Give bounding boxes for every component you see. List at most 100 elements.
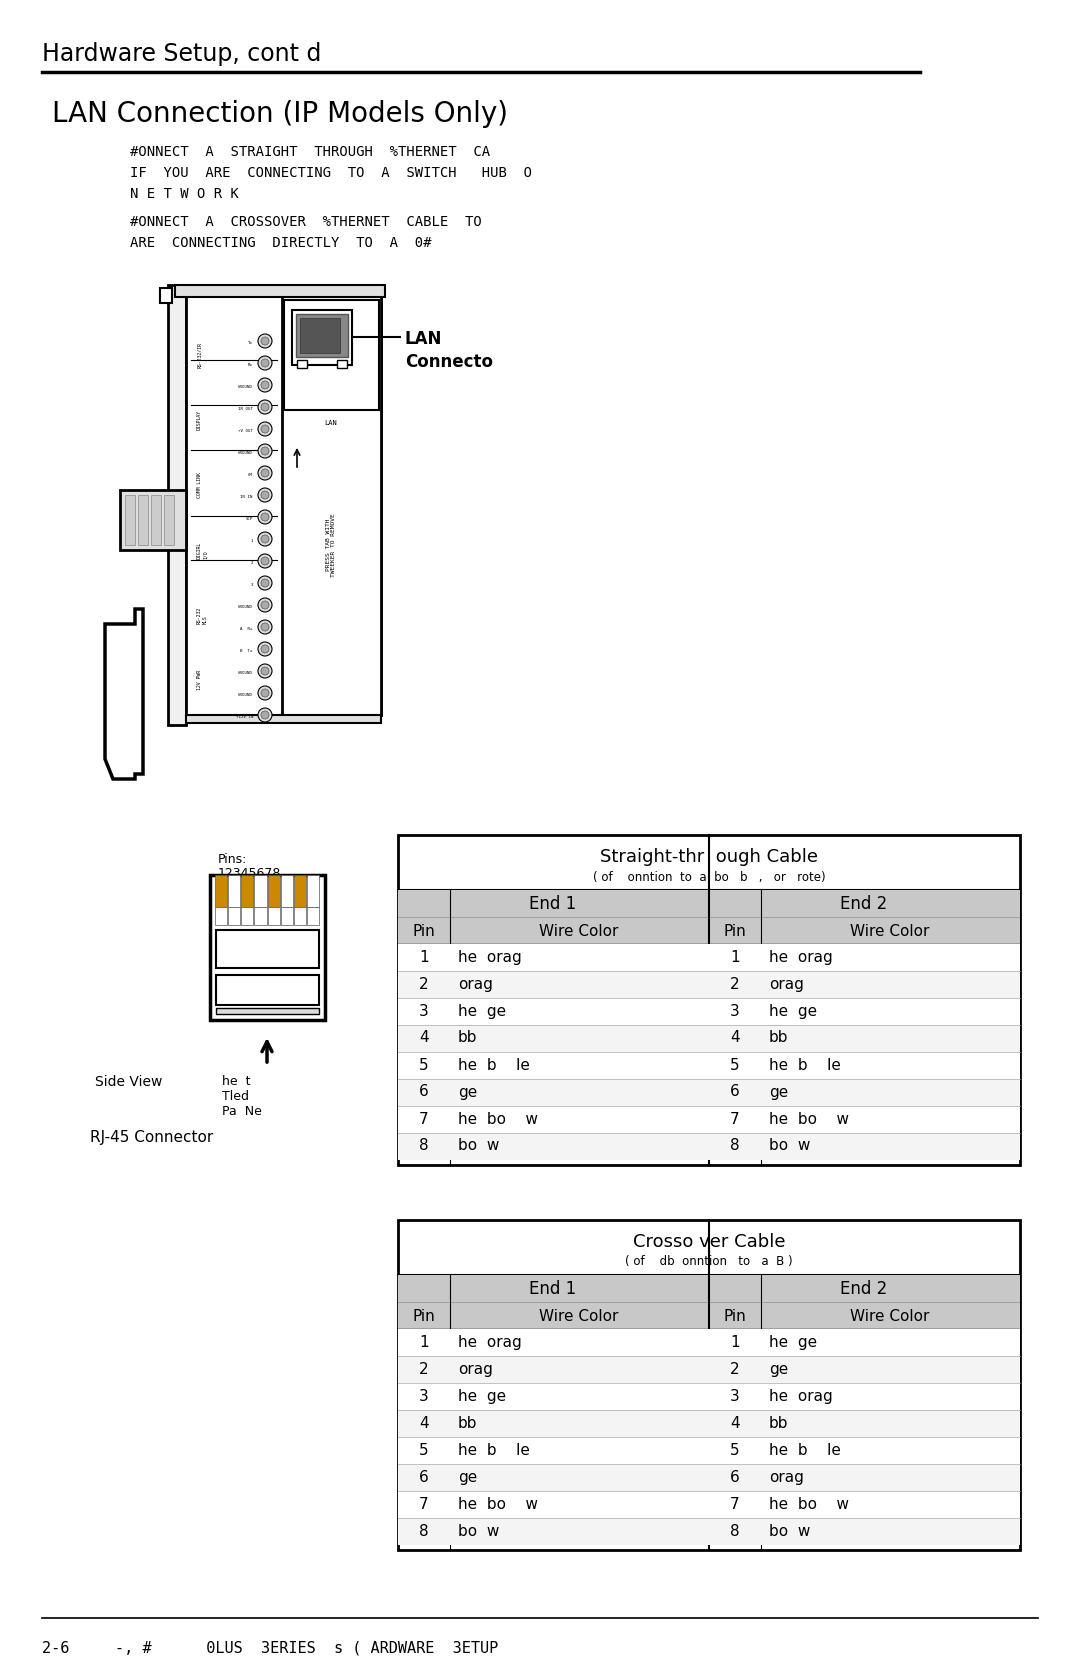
Circle shape xyxy=(258,708,272,723)
Bar xyxy=(708,1275,1020,1303)
Text: he  ge: he ge xyxy=(769,1003,818,1018)
Text: +12V IN: +12V IN xyxy=(235,714,253,719)
Text: End 1: End 1 xyxy=(529,1280,577,1298)
Text: he  b    le: he b le xyxy=(769,1442,841,1457)
Circle shape xyxy=(261,644,269,653)
Circle shape xyxy=(261,426,269,432)
Bar xyxy=(215,875,227,906)
Circle shape xyxy=(261,491,269,499)
Text: he  b    le: he b le xyxy=(458,1442,530,1457)
Bar xyxy=(216,975,319,1005)
Bar xyxy=(399,1107,1020,1133)
Text: he  b    le: he b le xyxy=(458,1058,530,1073)
Text: RS-232
MLS: RS-232 MLS xyxy=(197,606,207,624)
Text: 1: 1 xyxy=(419,1335,429,1350)
Text: Pin: Pin xyxy=(724,923,746,938)
Text: orag: orag xyxy=(458,1362,492,1377)
Text: 5: 5 xyxy=(419,1058,429,1073)
Bar xyxy=(307,875,319,906)
Text: Connecto: Connecto xyxy=(405,354,492,371)
Text: 6: 6 xyxy=(419,1085,429,1100)
Text: 7: 7 xyxy=(419,1112,429,1127)
Text: IR OUT: IR OUT xyxy=(238,407,253,411)
Text: Crosso ver Cable: Crosso ver Cable xyxy=(633,1233,785,1252)
Bar xyxy=(399,1220,1020,1551)
Text: ge: ge xyxy=(458,1085,477,1100)
Text: he  bo    w: he bo w xyxy=(458,1112,538,1127)
Circle shape xyxy=(258,444,272,457)
Text: DISPLAY: DISPLAY xyxy=(197,411,202,431)
Circle shape xyxy=(261,402,269,411)
Text: COMM LINK: COMM LINK xyxy=(197,472,202,497)
Bar xyxy=(168,285,186,724)
Text: 1: 1 xyxy=(730,1335,740,1350)
Circle shape xyxy=(261,711,269,719)
Text: bo  w: bo w xyxy=(458,1524,499,1539)
Text: 1: 1 xyxy=(419,950,429,965)
Circle shape xyxy=(258,511,272,524)
Text: Hardware Setup, cont d: Hardware Setup, cont d xyxy=(42,42,322,67)
Circle shape xyxy=(258,619,272,634)
Text: IF  YOU  ARE  CONNECTING  TO  A  SWITCH   HUB  O: IF YOU ARE CONNECTING TO A SWITCH HUB O xyxy=(130,165,532,180)
Text: Wire Color: Wire Color xyxy=(539,923,619,938)
Text: he  ge: he ge xyxy=(458,1003,507,1018)
Bar xyxy=(708,918,1020,945)
Text: ge: ge xyxy=(769,1362,788,1377)
Text: ge: ge xyxy=(458,1469,477,1484)
Text: 12V PWR: 12V PWR xyxy=(197,669,202,689)
Text: 4: 4 xyxy=(419,1415,429,1430)
Circle shape xyxy=(258,664,272,678)
Bar xyxy=(228,875,240,906)
Circle shape xyxy=(261,381,269,389)
Bar xyxy=(282,295,381,714)
Bar xyxy=(399,1437,1020,1464)
Text: ARE  CONNECTING  DIRECTLY  TO  A  0#: ARE CONNECTING DIRECTLY TO A 0# xyxy=(130,235,432,250)
Text: Tled: Tled xyxy=(222,1090,249,1103)
Polygon shape xyxy=(105,609,143,779)
Text: GROUND: GROUND xyxy=(238,671,253,674)
Text: GROUND: GROUND xyxy=(238,451,253,456)
Bar xyxy=(399,1025,1020,1051)
Text: Pin: Pin xyxy=(413,1308,435,1324)
Text: Pin: Pin xyxy=(413,923,435,938)
Bar xyxy=(268,906,280,925)
Bar xyxy=(399,1133,1020,1160)
Circle shape xyxy=(261,359,269,367)
Text: 7: 7 xyxy=(730,1497,740,1512)
Text: LAN: LAN xyxy=(325,421,337,426)
Text: CM: CM xyxy=(248,472,253,477)
Bar xyxy=(296,314,348,357)
Circle shape xyxy=(261,623,269,631)
Circle shape xyxy=(261,557,269,566)
Bar xyxy=(125,496,135,546)
Text: 7: 7 xyxy=(419,1497,429,1512)
Bar xyxy=(399,998,1020,1025)
Circle shape xyxy=(258,532,272,546)
Bar xyxy=(399,834,1020,1165)
Bar xyxy=(151,496,161,546)
Text: PRESS TAB WITH
TWEEKER TO REMOVE: PRESS TAB WITH TWEEKER TO REMOVE xyxy=(325,512,336,577)
Text: 2: 2 xyxy=(251,561,253,566)
Bar xyxy=(399,1329,1020,1355)
Bar xyxy=(160,289,172,304)
Text: End 1: End 1 xyxy=(529,895,577,913)
Text: orag: orag xyxy=(769,976,804,991)
Text: Wire Color: Wire Color xyxy=(539,1308,619,1324)
Bar xyxy=(294,875,306,906)
Text: Pins:: Pins: xyxy=(218,853,247,866)
Bar xyxy=(268,875,280,906)
Bar xyxy=(300,319,340,354)
Text: orag: orag xyxy=(458,976,492,991)
Text: bo  w: bo w xyxy=(769,1138,810,1153)
Bar xyxy=(399,1303,708,1329)
Text: #ONNECT  A  CROSSOVER  %THERNET  CABLE  TO: #ONNECT A CROSSOVER %THERNET CABLE TO xyxy=(130,215,482,229)
Text: +V OUT: +V OUT xyxy=(238,429,253,432)
Text: 3: 3 xyxy=(730,1003,740,1018)
Text: 2: 2 xyxy=(730,1362,740,1377)
Text: 8: 8 xyxy=(730,1524,740,1539)
Bar xyxy=(297,361,307,367)
Bar xyxy=(216,930,319,968)
Text: RS-232/IR: RS-232/IR xyxy=(197,342,202,367)
Bar xyxy=(138,496,148,546)
Bar xyxy=(399,1355,1020,1384)
